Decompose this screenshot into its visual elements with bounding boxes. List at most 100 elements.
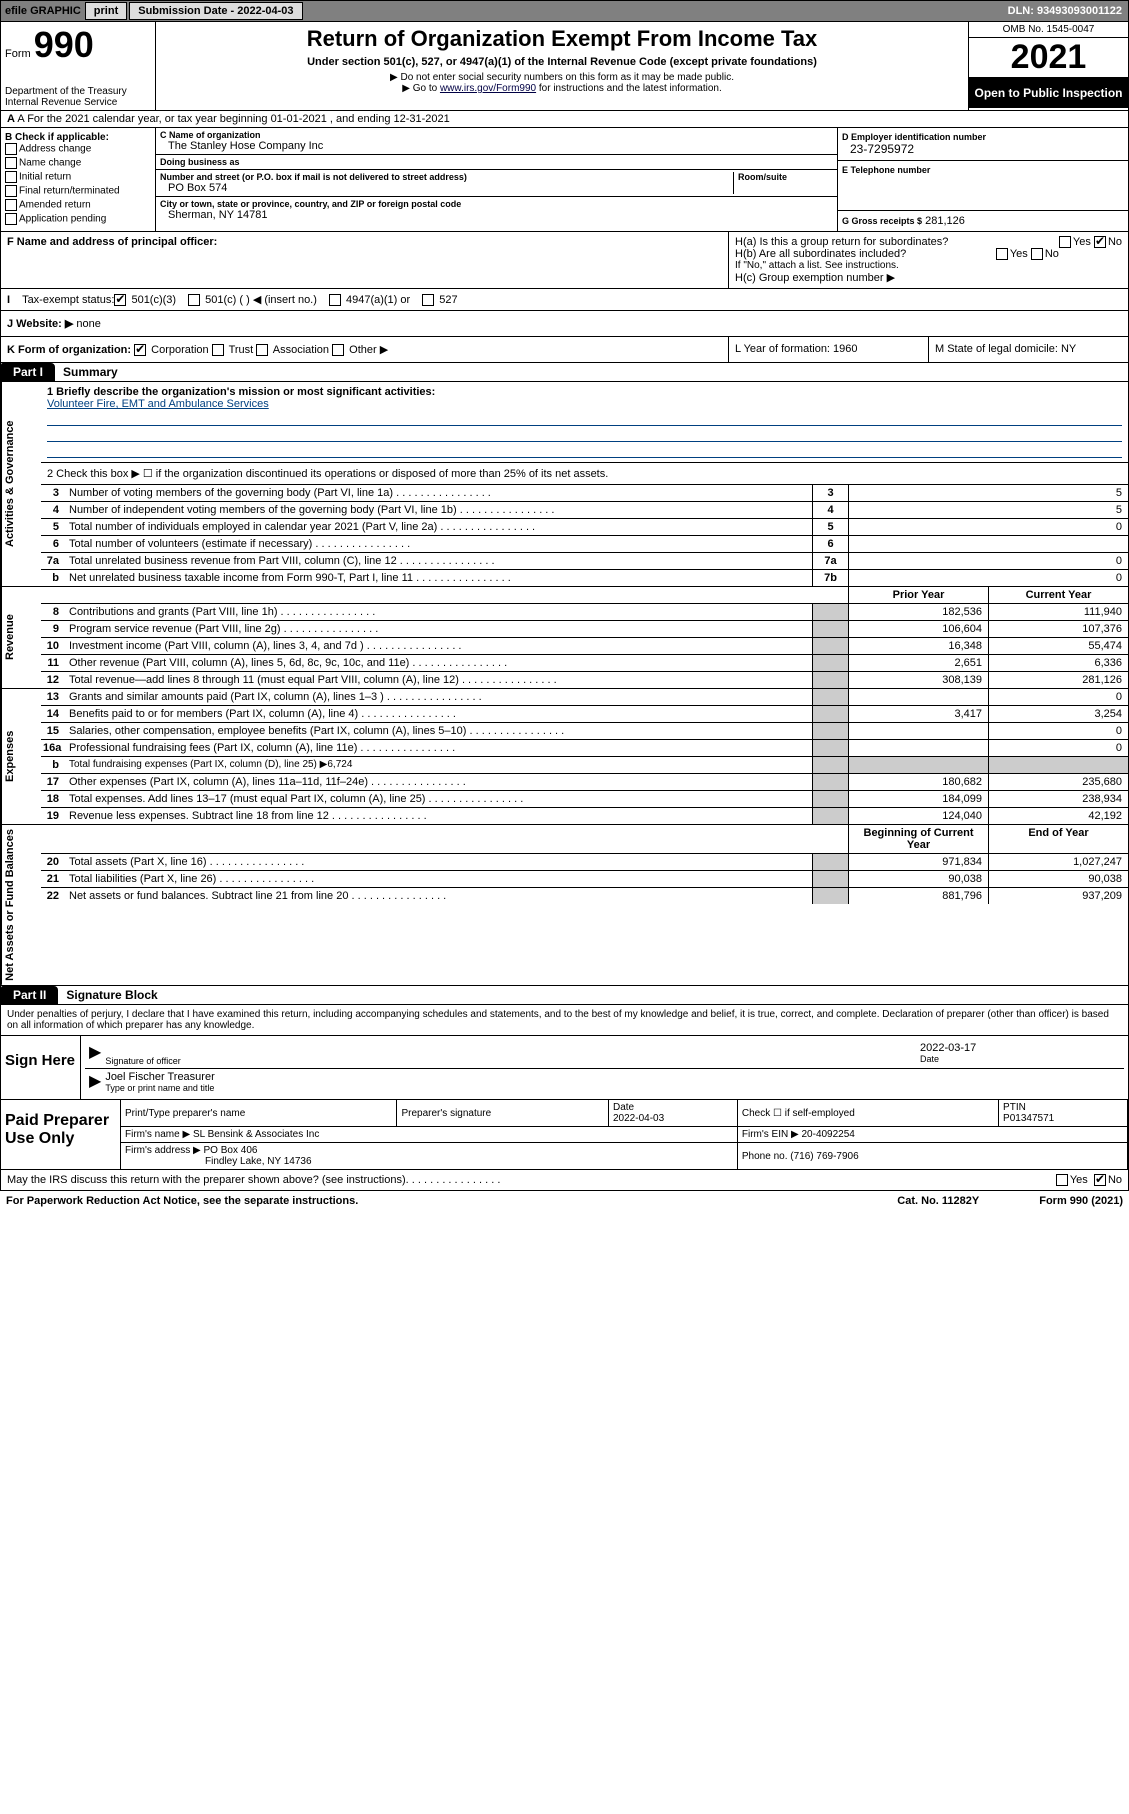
- chk-address-change[interactable]: [5, 143, 17, 155]
- header-right: OMB No. 1545-0047 2021 Open to Public In…: [968, 22, 1128, 110]
- table-row: 6Total number of volunteers (estimate if…: [41, 536, 1128, 553]
- table-row: 17Other expenses (Part IX, column (A), l…: [41, 774, 1128, 791]
- state-domicile: M State of legal domicile: NY: [928, 337, 1128, 362]
- table-row: 15Salaries, other compensation, employee…: [41, 723, 1128, 740]
- chk-name-change[interactable]: [5, 157, 17, 169]
- table-row: 14Benefits paid to or for members (Part …: [41, 706, 1128, 723]
- print-button[interactable]: print: [85, 2, 127, 20]
- bottom-footer: For Paperwork Reduction Act Notice, see …: [0, 1191, 1129, 1211]
- cat-no: Cat. No. 11282Y: [897, 1195, 979, 1207]
- row-j-website: J Website: ▶ none: [0, 311, 1129, 337]
- omb-number: OMB No. 1545-0047: [969, 22, 1128, 38]
- website-value: none: [76, 318, 100, 330]
- arrow-icon: ▶: [89, 1042, 101, 1066]
- col-c-org-info: C Name of organization The Stanley Hose …: [156, 128, 838, 231]
- org-name: The Stanley Hose Company Inc: [160, 140, 833, 152]
- submission-date-button[interactable]: Submission Date - 2022-04-03: [129, 2, 302, 20]
- form-word: Form: [5, 48, 31, 60]
- firm-addr1: PO Box 406: [204, 1145, 258, 1156]
- header-note2: ▶ Go to www.irs.gov/Form990 for instruct…: [164, 83, 960, 94]
- efile-label: efile GRAPHIC: [1, 5, 85, 17]
- tax-year: 2021: [969, 38, 1128, 78]
- org-city: Sherman, NY 14781: [160, 209, 833, 221]
- section-revenue: Revenue Prior Year Current Year 8Contrib…: [0, 587, 1129, 689]
- chk-amended-return[interactable]: [5, 199, 17, 211]
- dept-label: Department of the Treasury: [5, 86, 151, 97]
- ptin: P01347571: [1003, 1113, 1054, 1124]
- part2-header: Part II Signature Block: [0, 986, 1129, 1005]
- row-k-form-org: K Form of organization: Corporation Trus…: [0, 337, 1129, 363]
- org-address: PO Box 574: [160, 182, 733, 194]
- chk-trust[interactable]: [212, 344, 224, 356]
- header-note1: ▶ Do not enter social security numbers o…: [164, 72, 960, 83]
- hb-no[interactable]: [1031, 248, 1043, 260]
- officer-name: Joel Fischer Treasurer: [105, 1071, 1120, 1083]
- chk-501c3[interactable]: [114, 294, 126, 306]
- signature-block: Under penalties of perjury, I declare th…: [0, 1005, 1129, 1100]
- header-center: Return of Organization Exempt From Incom…: [156, 22, 968, 110]
- row-a-tax-year: A A For the 2021 calendar year, or tax y…: [0, 111, 1129, 128]
- preparer-table: Print/Type preparer's name Preparer's si…: [121, 1100, 1128, 1169]
- sig-date: 2022-03-17: [920, 1042, 1120, 1054]
- hb-yes[interactable]: [996, 248, 1008, 260]
- chk-4947[interactable]: [329, 294, 341, 306]
- ein-value: 23-7295972: [842, 142, 1124, 156]
- preparer-block: Paid Preparer Use Only Print/Type prepar…: [0, 1100, 1129, 1170]
- table-row: 22Net assets or fund balances. Subtract …: [41, 888, 1128, 904]
- table-row: 19Revenue less expenses. Subtract line 1…: [41, 808, 1128, 824]
- row-i-tax-status: I Tax-exempt status: 501(c)(3) 501(c) ( …: [0, 289, 1129, 311]
- identity-block: B Check if applicable: Address change Na…: [0, 128, 1129, 232]
- gross-receipts: 281,126: [925, 215, 965, 227]
- row-f-h: F Name and address of principal officer:…: [0, 232, 1129, 289]
- table-row: 8Contributions and grants (Part VIII, li…: [41, 604, 1128, 621]
- table-row: 13Grants and similar amounts paid (Part …: [41, 689, 1128, 706]
- firm-name: SL Bensink & Associates Inc: [193, 1129, 319, 1140]
- table-row: 5Total number of individuals employed in…: [41, 519, 1128, 536]
- chk-initial-return[interactable]: [5, 171, 17, 183]
- section-expenses: Expenses 13Grants and similar amounts pa…: [0, 689, 1129, 825]
- table-row: 20Total assets (Part X, line 16)971,8341…: [41, 854, 1128, 871]
- table-row: 4Number of independent voting members of…: [41, 502, 1128, 519]
- irs-label: Internal Revenue Service: [5, 97, 151, 108]
- header-left: Form 990 Department of the Treasury Inte…: [1, 22, 156, 110]
- discuss-yes[interactable]: [1056, 1174, 1068, 1186]
- year-header: Prior Year Current Year: [41, 587, 1128, 604]
- form-title: Return of Organization Exempt From Incom…: [164, 26, 960, 52]
- firm-addr2: Findley Lake, NY 14736: [125, 1156, 312, 1167]
- table-row: 3Number of voting members of the governi…: [41, 485, 1128, 502]
- mission-text: Volunteer Fire, EMT and Ambulance Servic…: [47, 398, 1122, 410]
- table-row: 21Total liabilities (Part X, line 26)90,…: [41, 871, 1128, 888]
- table-row: 11Other revenue (Part VIII, column (A), …: [41, 655, 1128, 672]
- arrow-icon: ▶: [89, 1071, 101, 1093]
- form-number: 990: [34, 24, 94, 65]
- section-net-assets: Net Assets or Fund Balances Beginning of…: [0, 825, 1129, 986]
- ha-yes[interactable]: [1059, 236, 1071, 248]
- chk-corporation[interactable]: [134, 344, 146, 356]
- chk-other[interactable]: [332, 344, 344, 356]
- form-subtitle: Under section 501(c), 527, or 4947(a)(1)…: [164, 56, 960, 68]
- form-ref: Form 990 (2021): [1039, 1195, 1123, 1207]
- chk-527[interactable]: [422, 294, 434, 306]
- table-row: 16aProfessional fundraising fees (Part I…: [41, 740, 1128, 757]
- table-row: bNet unrelated business taxable income f…: [41, 570, 1128, 586]
- table-row: 7aTotal unrelated business revenue from …: [41, 553, 1128, 570]
- chk-final-return[interactable]: [5, 185, 17, 197]
- table-row: 10Investment income (Part VIII, column (…: [41, 638, 1128, 655]
- table-row: 12Total revenue—add lines 8 through 11 (…: [41, 672, 1128, 688]
- chk-application-pending[interactable]: [5, 213, 17, 225]
- chk-501c[interactable]: [188, 294, 200, 306]
- open-public: Open to Public Inspection: [969, 78, 1128, 108]
- col-d-ein: D Employer identification number 23-7295…: [838, 128, 1128, 231]
- col-b-checkboxes: B Check if applicable: Address change Na…: [1, 128, 156, 231]
- section-governance: Activities & Governance 1 Briefly descri…: [0, 382, 1129, 587]
- form-header: Form 990 Department of the Treasury Inte…: [0, 22, 1129, 111]
- table-row: bTotal fundraising expenses (Part IX, co…: [41, 757, 1128, 774]
- chk-association[interactable]: [256, 344, 268, 356]
- irs-link[interactable]: www.irs.gov/Form990: [440, 83, 536, 94]
- table-row: 9Program service revenue (Part VIII, lin…: [41, 621, 1128, 638]
- discuss-no[interactable]: [1094, 1174, 1106, 1186]
- top-bar: efile GRAPHIC print Submission Date - 20…: [0, 0, 1129, 22]
- discuss-row: May the IRS discuss this return with the…: [0, 1170, 1129, 1191]
- ha-no[interactable]: [1094, 236, 1106, 248]
- part1-header: Part I Summary: [0, 363, 1129, 382]
